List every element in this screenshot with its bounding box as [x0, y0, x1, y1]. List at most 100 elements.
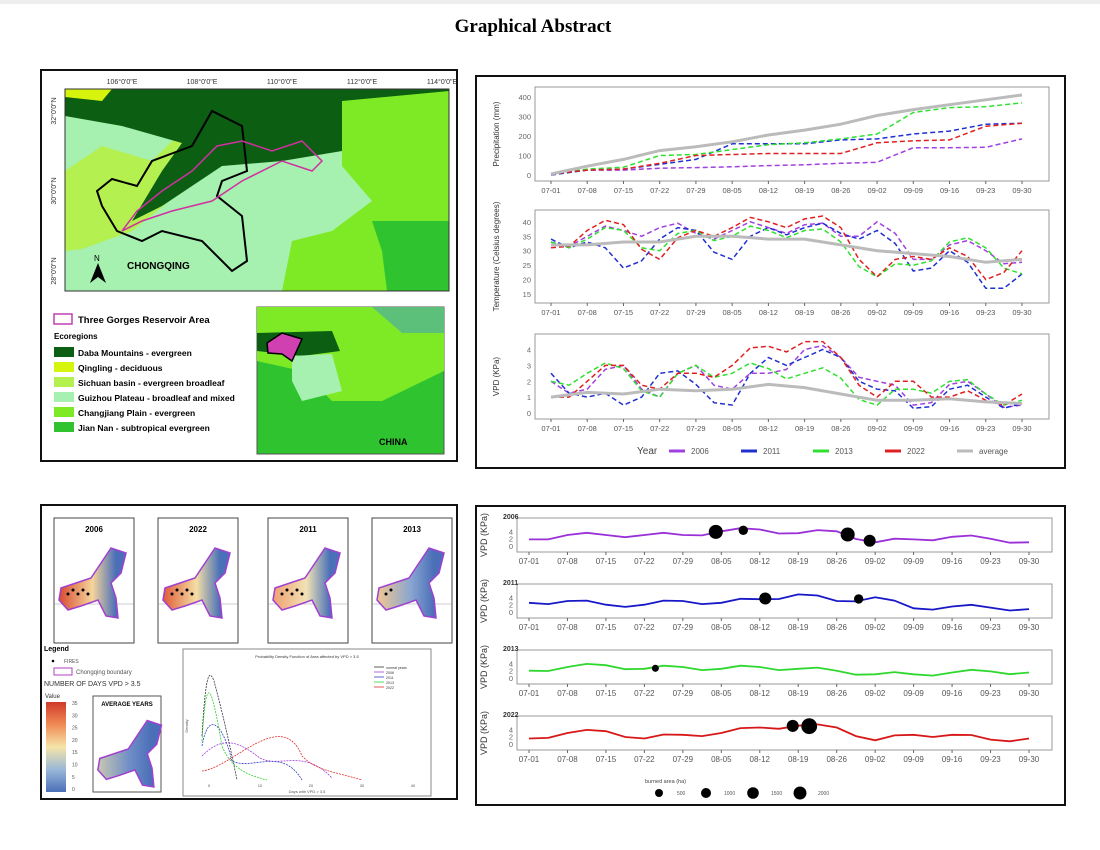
fire-point	[290, 592, 294, 596]
x-tick-label: 09-30	[1019, 755, 1040, 764]
row-year-label: 2011	[503, 580, 518, 587]
x-tick-label: 09-30	[1019, 557, 1040, 566]
y-tick-label: 0	[509, 674, 513, 683]
series-line-2013	[550, 102, 1023, 175]
y-tick-label: 4	[509, 725, 513, 734]
inset-north	[372, 307, 444, 333]
legend-label: 2011	[763, 447, 781, 456]
fire-point	[180, 592, 184, 596]
fire-bubble	[840, 527, 855, 542]
fire-point	[300, 592, 304, 596]
boundary-legend-swatch	[53, 667, 73, 676]
ecoregion-map-panel: 106°0'0"E 108°0'0"E 110°0'0"E 112°0'0"E 114°…	[40, 69, 458, 462]
vpd-fires-panel: 0 2 4 07-01 07-08 07-15 07-22 07-29 08-05 08-12 08…	[475, 505, 1066, 806]
x-tick-label: 08-05	[723, 424, 742, 433]
y-tick-label: 30	[523, 247, 531, 256]
row-year-label: 2022	[503, 712, 519, 719]
row-year-label: 2006	[503, 514, 519, 521]
x-tick-label: 07-01	[541, 186, 560, 195]
legend-label: 2022	[907, 447, 925, 456]
fire-point	[285, 588, 289, 592]
pdf-curve-2013	[201, 692, 268, 781]
jiannan-region	[372, 221, 449, 291]
ecoregion-label: Qingling - deciduous	[78, 363, 163, 373]
x-tick-label: 07-01	[519, 755, 540, 764]
x-tick-label: 08-12	[759, 186, 778, 195]
fire-point	[384, 592, 388, 596]
x-tick-label: 09-16	[942, 689, 963, 698]
map-border	[64, 88, 450, 292]
y-axis-label: VPD (KPa)	[479, 645, 489, 689]
y-tick-label: 2	[509, 535, 513, 544]
map-year-label: 2022	[189, 525, 207, 534]
y-tick-label: 2	[509, 601, 513, 610]
x-tick-label: 09-23	[980, 623, 1001, 632]
x-tick-label: 07-01	[541, 424, 560, 433]
fire-bubble	[708, 524, 723, 539]
x-tick-label: 07-01	[541, 308, 560, 317]
size-legend-label: 1500	[771, 791, 782, 797]
map-frame	[64, 88, 450, 292]
climate-charts-panel: 0 100 200 300 400 07-01 07-08 07-15 07-22 07-29 08…	[475, 75, 1066, 469]
x-tick-label: 07-15	[614, 308, 633, 317]
vpd-line-2006	[529, 527, 1030, 544]
reservoir-legend-label: Three Gorges Reservoir Area	[78, 315, 210, 326]
size-legend-bubble	[747, 787, 759, 799]
x-tick-label: 07-08	[557, 689, 578, 698]
pdf-curve-2006	[201, 742, 333, 779]
x-tick-label: 08-26	[826, 557, 847, 566]
series-line-2013	[550, 362, 1023, 406]
y-tick-label: 400	[518, 93, 531, 102]
pdf-curve-2011	[201, 724, 303, 781]
y-tick-label: 15	[523, 290, 531, 299]
x-tick-label: 07-08	[557, 557, 578, 566]
latitude-label: 32°0'0"N	[50, 97, 58, 124]
size-legend-bubble	[793, 786, 807, 800]
y-axis-label: VPD (KPa)	[479, 711, 489, 755]
x-tick-label: 07-01	[519, 689, 540, 698]
x-tick-label: 08-12	[759, 308, 778, 317]
x-tick-label: 09-16	[940, 308, 959, 317]
china-inset	[256, 306, 445, 455]
legend-title: Year	[637, 446, 658, 457]
ecoregion-map: 106°0'0"E 108°0'0"E 110°0'0"E 112°0'0"E 114°…	[50, 78, 457, 455]
plot-frame	[516, 715, 1053, 751]
x-tick-label: 09-09	[903, 755, 924, 764]
y-tick-label: 4	[509, 659, 513, 668]
x-tick-label: 07-29	[673, 557, 694, 566]
ecoregion-swatch	[54, 422, 74, 432]
y-tick-label: 200	[518, 132, 531, 141]
x-tick-label: 07-15	[596, 623, 617, 632]
series-line-2006	[550, 220, 1023, 265]
x-tick-label: 08-05	[711, 623, 732, 632]
north-arrow-icon	[90, 263, 106, 283]
x-tick-label: 08-12	[750, 689, 771, 698]
series-line-2011	[550, 222, 1023, 290]
x-tick-label: 07-15	[614, 424, 633, 433]
size-legend-label: 500	[677, 791, 686, 797]
x-tick-label: 08-26	[826, 623, 847, 632]
x-tick-label: 09-16	[940, 186, 959, 195]
pdf-x-tick: 20	[309, 783, 314, 788]
size-legend-bubble	[655, 789, 663, 797]
x-tick-label: 08-19	[788, 557, 809, 566]
x-tick-label: 09-30	[1019, 689, 1040, 698]
pdf-curve-2022	[201, 736, 363, 781]
series-line-2022	[551, 340, 1023, 406]
x-tick-label: 08-05	[711, 755, 732, 764]
series-line-average	[550, 93, 1023, 176]
x-tick-label: 07-22	[634, 689, 655, 698]
y-axis-label: VPD (KPa)	[479, 579, 489, 623]
legend-label: 2013	[835, 447, 853, 456]
x-tick-label: 08-26	[831, 424, 850, 433]
fire-bubble	[801, 718, 818, 735]
x-tick-label: 08-05	[723, 186, 742, 195]
page-title: Graphical Abstract	[454, 16, 612, 37]
y-tick-label: 4	[509, 527, 513, 536]
fire-bubble	[651, 664, 659, 672]
x-tick-label: 09-16	[942, 557, 963, 566]
ecoregion-label: Daba Mountains - evergreen	[78, 348, 192, 358]
x-tick-label: 09-09	[903, 623, 924, 632]
ecoregion-swatch	[54, 377, 74, 387]
